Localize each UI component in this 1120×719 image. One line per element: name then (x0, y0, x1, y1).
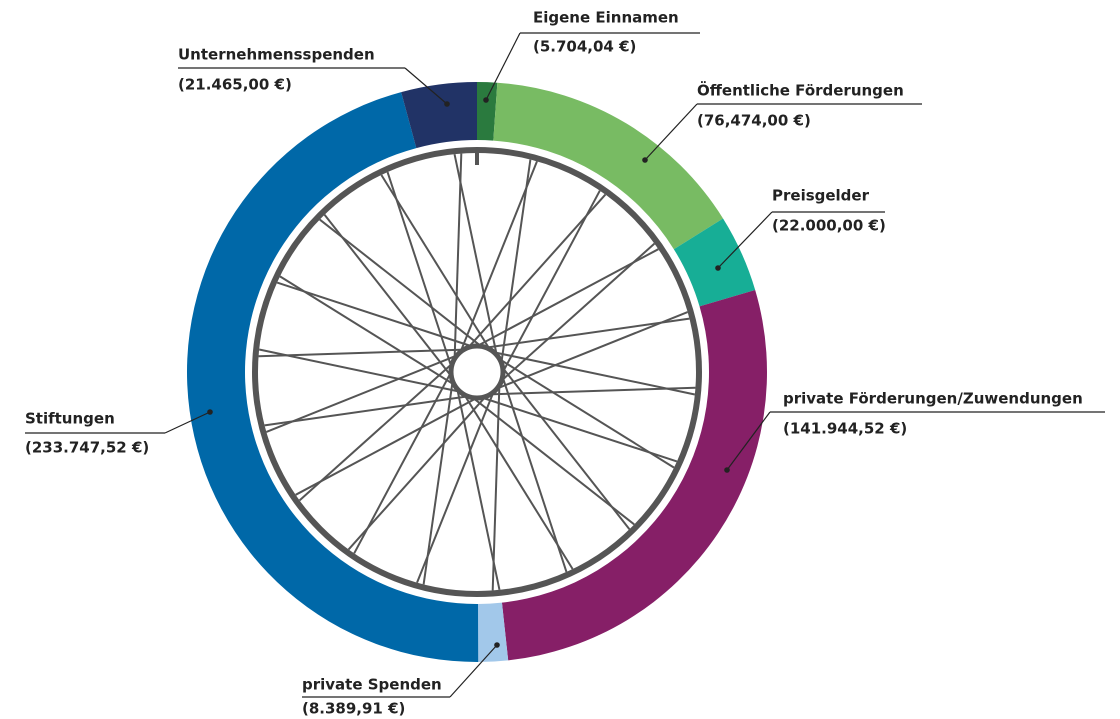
leader-dot (207, 409, 213, 415)
value-label: (5.704,04 €) (533, 38, 636, 56)
bicycle-wheel (255, 150, 699, 594)
spoke (454, 154, 461, 364)
value-label: (22.000,00 €) (772, 217, 886, 235)
category-label: Preisgelder (772, 187, 870, 205)
category-label: Öffentliche Förderungen (697, 81, 904, 100)
spoke (259, 349, 469, 356)
leader-dot (724, 467, 730, 473)
spoke (424, 376, 454, 584)
spoke (492, 312, 687, 390)
category-label: Stiftungen (25, 410, 115, 428)
spoke (388, 172, 453, 372)
spoke (473, 249, 658, 348)
category-label: private Förderungen/Zuwendungen (783, 390, 1083, 408)
spoke (462, 390, 573, 569)
spoke (280, 276, 459, 387)
segment (187, 92, 478, 662)
spoke (266, 354, 461, 432)
category-label: Unternehmensspenden (178, 46, 375, 64)
spoke (459, 161, 537, 356)
leader-line (645, 104, 697, 160)
spoke (485, 388, 695, 395)
spoke (477, 396, 677, 461)
spoke (300, 360, 457, 500)
spoke (325, 215, 455, 380)
category-label: Eigene Einnamen (533, 9, 679, 27)
value-label: (8.389,91 €) (302, 700, 405, 718)
leader-dot (483, 97, 489, 103)
value-label: (141.944,52 €) (783, 420, 907, 438)
leader-dot (715, 265, 721, 271)
leader-dot (494, 642, 500, 648)
value-label: (21.465,00 €) (178, 76, 292, 94)
spoke (469, 395, 634, 525)
spoke (465, 195, 605, 352)
leader-dot (642, 157, 648, 163)
spoke (354, 368, 453, 553)
value-label: (76,474,00 €) (697, 112, 811, 130)
chart: Eigene Einnamen (5.704,04 €) Öffentliche F… (0, 0, 1120, 719)
segment (493, 83, 723, 249)
category-label: private Spenden (302, 676, 442, 694)
hub (451, 346, 503, 398)
value-label: (233.747,52 €) (25, 439, 149, 457)
leader-dot (444, 101, 450, 107)
